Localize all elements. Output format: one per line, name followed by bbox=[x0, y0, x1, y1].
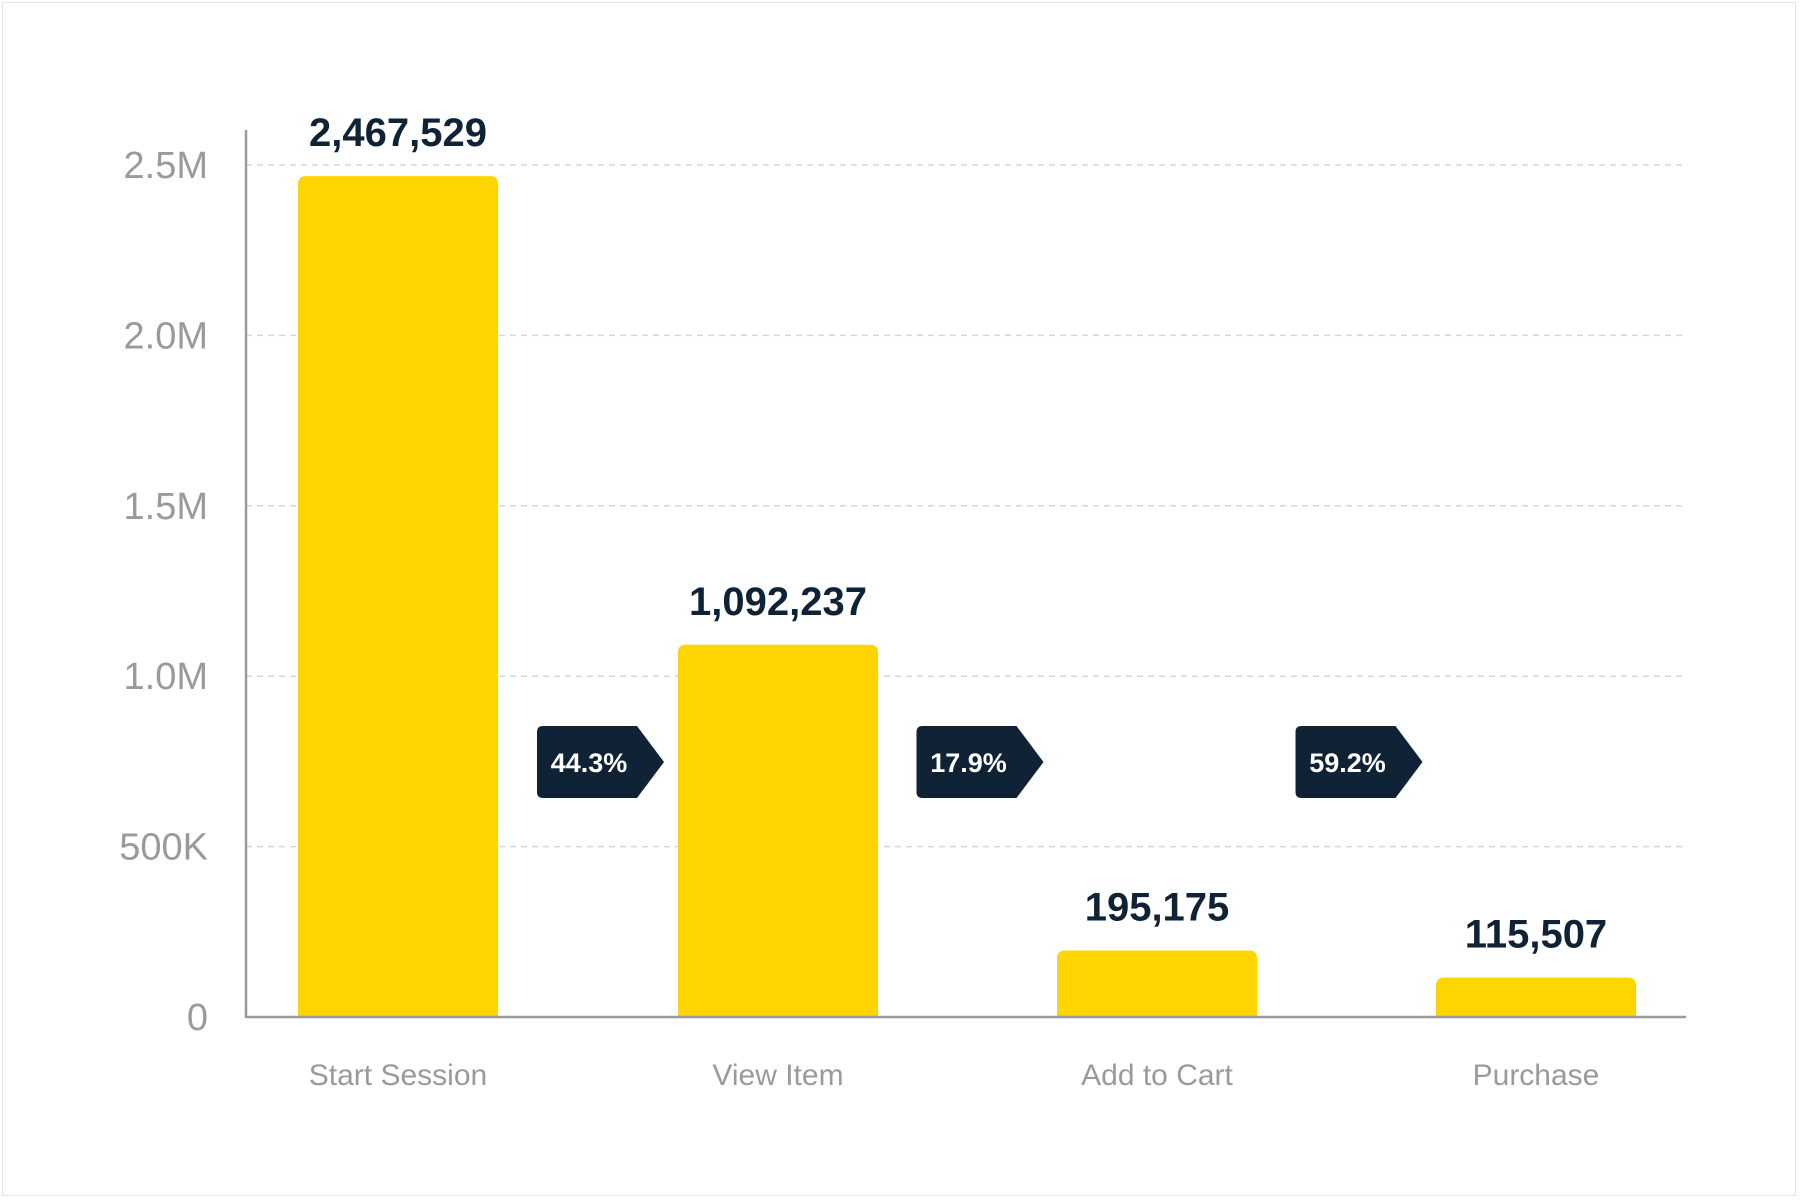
value-label-purchase: 115,507 bbox=[1465, 913, 1607, 957]
value-label-add-to-cart: 195,175 bbox=[1085, 885, 1230, 929]
y-tick-label-500k: 500K bbox=[119, 827, 208, 869]
value-label-view-item: 1,092,237 bbox=[689, 580, 867, 624]
rate-badge-label-3: 59.2% bbox=[1309, 748, 1386, 778]
category-label-purchase: Purchase bbox=[1473, 1059, 1600, 1092]
y-axis-ticks: 0 500K 1.0M 1.5M 2.0M 2.5M bbox=[119, 145, 208, 1039]
bar-purchase bbox=[1436, 977, 1636, 1017]
y-tick-label-1-0m: 1.0M bbox=[124, 656, 208, 698]
rate-badge-shape-2 bbox=[916, 726, 1044, 798]
y-tick-label-2-5m: 2.5M bbox=[124, 145, 208, 187]
bar-add-to-cart bbox=[1057, 950, 1257, 1017]
bars bbox=[298, 176, 1636, 1018]
bar-view-item bbox=[678, 644, 878, 1017]
axes bbox=[244, 130, 1686, 1019]
rate-badge-1: 44.3% bbox=[537, 726, 664, 798]
value-label-start-session: 2,467,529 bbox=[309, 111, 487, 155]
bar-start-session bbox=[298, 176, 498, 1018]
category-label-view-item: View Item bbox=[712, 1059, 843, 1092]
conversion-rate-badges: 44.3% 17.9% 59.2% bbox=[537, 726, 1423, 798]
rate-badge-3: 59.2% bbox=[1295, 726, 1423, 798]
category-label-add-to-cart: Add to Cart bbox=[1081, 1059, 1233, 1092]
y-tick-label-0: 0 bbox=[187, 997, 208, 1039]
y-tick-label-2-0m: 2.0M bbox=[124, 315, 208, 357]
rate-badge-2: 17.9% bbox=[916, 726, 1044, 798]
value-labels: 2,467,529 1,092,237 195,175 115,507 bbox=[309, 111, 1607, 957]
rate-badge-label-1: 44.3% bbox=[551, 748, 628, 778]
category-label-start-session: Start Session bbox=[309, 1059, 487, 1092]
rate-badge-shape-3 bbox=[1295, 726, 1423, 798]
y-tick-label-1-5m: 1.5M bbox=[124, 486, 208, 528]
rate-badge-shape-1 bbox=[537, 726, 664, 798]
grid-lines bbox=[246, 164, 1686, 848]
rate-badge-label-2: 17.9% bbox=[930, 748, 1007, 778]
x-axis-categories: Start Session View Item Add to Cart Purchas… bbox=[309, 1059, 1600, 1092]
